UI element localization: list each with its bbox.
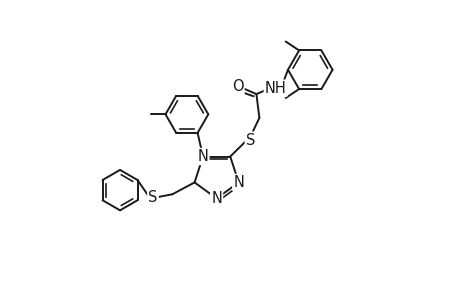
Text: N: N	[233, 175, 244, 190]
Text: S: S	[245, 133, 255, 148]
Text: N: N	[211, 191, 222, 206]
Text: NH: NH	[264, 81, 286, 96]
Text: O: O	[231, 79, 243, 94]
Text: N: N	[197, 149, 208, 164]
Text: S: S	[148, 190, 157, 205]
